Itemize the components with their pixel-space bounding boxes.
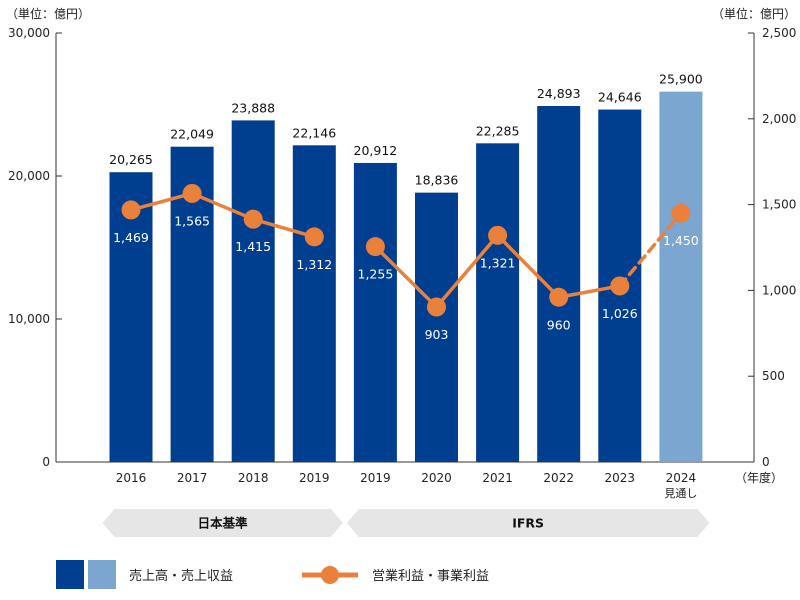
revenue-bar bbox=[109, 172, 153, 462]
revenue-bar bbox=[659, 91, 703, 462]
profit-point bbox=[243, 209, 263, 229]
legend-line-label: 営業利益・事業利益 bbox=[372, 568, 489, 584]
profit-line-segment bbox=[495, 233, 561, 300]
profit-point bbox=[182, 183, 202, 203]
right-tick-label: 1,500 bbox=[762, 198, 796, 212]
legend-bar-swatch-dark bbox=[56, 560, 84, 589]
profit-value-label: 960 bbox=[547, 317, 571, 332]
left-tick-label: 30,000 bbox=[8, 26, 50, 40]
profit-value-label: 1,450 bbox=[663, 233, 699, 248]
revenue-bar bbox=[476, 143, 520, 462]
profit-line-segment bbox=[373, 244, 439, 309]
legend: 売上高・売上収益 営業利益・事業利益 bbox=[56, 560, 489, 589]
right-tick-label: 1,000 bbox=[762, 283, 796, 297]
revenue-bar bbox=[292, 145, 336, 462]
revenue-value-label: 23,888 bbox=[231, 100, 275, 115]
legend-bar-swatch-light bbox=[88, 560, 116, 589]
x-tick-label: 2019 bbox=[299, 471, 330, 485]
profit-value-label: 1,565 bbox=[174, 213, 210, 228]
profit-point bbox=[488, 225, 508, 245]
left-axis-unit: （単位：億円） bbox=[6, 6, 90, 21]
revenue-value-label: 20,265 bbox=[109, 152, 153, 167]
right-tick-label: 2,500 bbox=[762, 26, 796, 40]
data-labels: 20,265 22,049 23,888 22,146 20,912 18,836 22,2… bbox=[109, 72, 703, 342]
profit-value-label: 1,321 bbox=[480, 255, 516, 270]
standard-band bbox=[102, 509, 343, 537]
revenue-bar bbox=[231, 120, 275, 462]
profit-value-label: 1,026 bbox=[602, 306, 638, 321]
profit-point bbox=[610, 276, 630, 296]
revenue-bar bbox=[353, 162, 397, 462]
standard-band bbox=[346, 509, 710, 537]
profit-point bbox=[304, 227, 324, 247]
profit-line-segment bbox=[190, 191, 255, 221]
revenue-value-label: 25,900 bbox=[659, 72, 703, 87]
x-tick-sublabel: 見通し bbox=[664, 487, 697, 500]
profit-point bbox=[365, 237, 385, 257]
profit-point bbox=[121, 200, 141, 220]
x-tick-label: 2021 bbox=[482, 471, 513, 485]
x-tick-label: 2017 bbox=[177, 471, 208, 485]
revenue-value-label: 24,646 bbox=[598, 90, 642, 105]
accounting-standards: 日本基準 IFRS bbox=[102, 509, 710, 537]
x-axis-unit: （年度） bbox=[735, 470, 783, 485]
axes: 0 10,000 20,000 30,000 0 500 1,000 1,500 2,000 2,… bbox=[8, 26, 796, 500]
revenue-bar bbox=[415, 192, 458, 462]
profit-value-label: 1,312 bbox=[296, 257, 332, 272]
x-tick-label: 2022 bbox=[543, 471, 574, 485]
x-tick-label: 2019 bbox=[360, 471, 391, 485]
standard-label: 日本基準 bbox=[198, 516, 249, 531]
profit-point bbox=[427, 297, 446, 317]
profit-line bbox=[121, 183, 691, 317]
standard-label: IFRS bbox=[512, 516, 544, 531]
right-tick-label: 500 bbox=[762, 369, 785, 383]
legend-line-marker bbox=[321, 566, 339, 584]
x-tick-label: 2020 bbox=[421, 471, 452, 485]
profit-line-segment bbox=[251, 217, 317, 239]
right-tick-label: 2,000 bbox=[762, 112, 796, 126]
revenue-value-label: 22,049 bbox=[170, 127, 214, 142]
x-tick-label: 2018 bbox=[238, 471, 269, 485]
revenue-value-label: 20,912 bbox=[354, 143, 398, 158]
right-tick-label: 0 bbox=[762, 455, 770, 469]
profit-value-label: 903 bbox=[425, 327, 449, 342]
x-tick-label: 2023 bbox=[605, 471, 636, 485]
legend-bar-label: 売上高・売上収益 bbox=[129, 568, 233, 584]
revenue-value-label: 18,836 bbox=[415, 173, 459, 188]
profit-line-segment bbox=[434, 233, 500, 309]
left-tick-label: 10,000 bbox=[8, 312, 50, 326]
profit-value-label: 1,255 bbox=[358, 267, 394, 282]
profit-line-segment bbox=[556, 284, 622, 300]
left-tick-label: 0 bbox=[42, 455, 50, 469]
revenue-value-label: 24,893 bbox=[537, 86, 581, 101]
right-axis-unit: （単位：億円） bbox=[712, 6, 796, 21]
x-tick-label: 2024 bbox=[666, 471, 697, 485]
left-tick-label: 20,000 bbox=[8, 169, 50, 183]
profit-value-label: 1,469 bbox=[113, 230, 149, 245]
profit-line-segment-forecast bbox=[618, 211, 683, 288]
profit-value-label: 1,415 bbox=[235, 239, 271, 254]
revenue-value-label: 22,146 bbox=[292, 125, 336, 140]
x-tick-label: 2016 bbox=[116, 471, 147, 485]
profit-point bbox=[549, 287, 569, 307]
revenue-value-label: 22,285 bbox=[476, 123, 520, 138]
profit-point bbox=[671, 203, 691, 223]
profit-line-segment bbox=[129, 191, 194, 212]
